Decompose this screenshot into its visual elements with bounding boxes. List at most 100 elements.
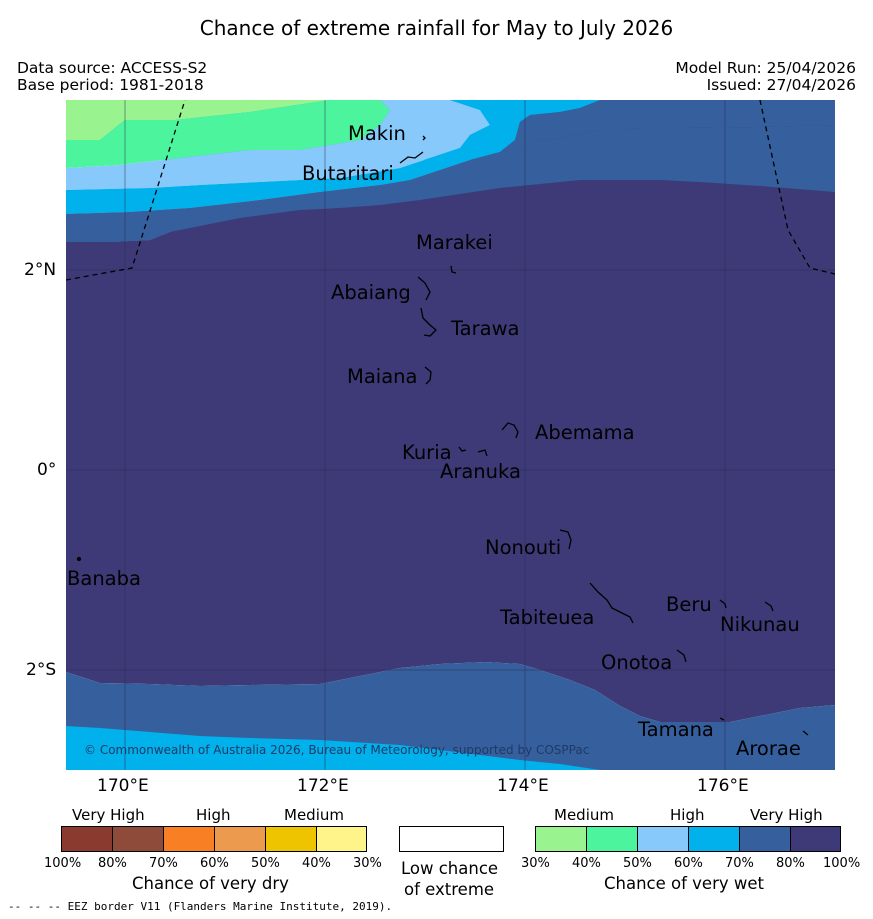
island-shape-makin [422,135,426,141]
lat-tick-label: 2°S [26,660,57,680]
island-shape-tabiteuea [589,582,634,624]
island-shape-marakei [450,265,457,274]
island-shape-nonouti [559,529,572,550]
legend-wet-tick: 30% [521,856,550,871]
island-shape-aranuka [477,449,488,457]
island-label: Banaba [67,567,141,590]
legend-neutral-line1: Low chance [401,859,499,878]
band-70-80-upper-right [110,125,835,242]
island-label: Marakei [416,231,493,254]
legend-wet-swatch [637,826,688,852]
gridlines [66,100,835,770]
lon-tick-label: 172°E [297,776,349,796]
legend-dry-group-label: Medium [284,806,344,824]
legend-wet-group-label: High [670,806,705,824]
eez-footnote: -- -- -- EEZ border V11 (Flanders Marine… [8,900,393,913]
island-label: Kuria [402,441,452,464]
island-shape-arorae [802,730,809,736]
island-labels: Makin Butaritari Marakei Abaiang Tarawa … [67,122,801,760]
legend-dry-swatch [112,826,163,852]
island-label: Aranuka [440,460,521,483]
legend-dry-tick: 30% [353,856,382,871]
legend-dry-tick: 40% [302,856,331,871]
band-very-high-80-100 [66,125,835,722]
island-shape-maiana [424,366,432,385]
meta-left: Data source: ACCESS-S2 Base period: 1981… [17,60,207,94]
band-medium-30-40 [66,100,400,140]
base-period: Base period: 1981-2018 [17,76,204,94]
island-shape-tarawa [420,307,437,337]
island-label: Onotoa [601,651,672,674]
legend-neutral-swatch [399,826,504,852]
legend-dry-group-label: High [196,806,231,824]
island-label: Nikunau [720,613,800,636]
legend-wet-group-label: Medium [554,806,614,824]
issued-date: Issued: 27/04/2026 [706,76,856,94]
island-label: Abemama [535,421,635,444]
island-label: Butaritari [302,162,394,185]
legend-neutral-line2: of extreme [404,880,495,899]
band-medium-40-50 [66,100,390,168]
island-shape-abemama [501,422,519,439]
legend-wet-swatch [535,826,586,852]
legend-dry-tick: 60% [200,856,229,871]
legend-wet-swatch [688,826,739,852]
band-70-80-upper [66,100,700,242]
legend-wet-tick: 70% [725,856,754,871]
legend-dry-title: Chance of very dry [132,874,289,893]
band-high-50-60 [66,100,490,190]
island-shape-nikunau [764,601,774,612]
island-label: Arorae [736,737,801,760]
band-high-60-70 [66,100,600,214]
island-outlines [76,135,809,736]
legend-wet-group-label: Very High [750,806,823,824]
legend-dry-swatch [61,826,112,852]
legend-wet-tick: 40% [572,856,601,871]
meta-right: Model Run: 25/04/2026 Issued: 27/04/2026 [675,60,856,94]
island-shape-beru [719,599,727,609]
island-label: Abaiang [331,281,411,304]
legend-dry-group-label: Very High [72,806,145,824]
legend-dry-swatch [316,826,367,852]
island-shape-banaba [76,556,82,562]
island-label: Makin [348,122,406,145]
legend-wet-tick: 80% [776,856,805,871]
lon-tick-label: 170°E [97,776,149,796]
legend-dry-swatch [163,826,214,852]
legend-dry-tick: 80% [98,856,127,871]
legend-dry-tick: 50% [251,856,280,871]
lat-tick-label: 2°N [24,260,57,280]
model-run: Model Run: 25/04/2026 [675,59,856,77]
map-title: Chance of extreme rainfall for May to Ju… [199,16,674,40]
island-shape-abaiang [417,276,431,301]
legend-wet-tick: 50% [623,856,652,871]
island-shape-onotoa [676,649,687,663]
island-shape-butaritari [399,151,424,164]
legend-dry-swatch [214,826,265,852]
legend-wet-tick: 100% [823,856,861,871]
lon-tick-label: 174°E [497,776,549,796]
legend-wet-title: Chance of very wet [604,874,764,893]
legend-wet-swatch [790,826,841,852]
island-shape-kuria [458,446,467,452]
legend-wet-tick: 60% [674,856,703,871]
island-label: Tarawa [450,317,520,340]
data-source: Data source: ACCESS-S2 [17,59,208,77]
legend-dry-swatch [265,826,316,852]
lat-tick-label: 0° [37,460,57,480]
legend-dry-tick: 100% [44,856,82,871]
island-label: Tabiteuea [499,606,594,629]
eez-border [66,100,835,281]
island-label: Maiana [347,365,417,388]
band-high-60-70-south [66,726,600,770]
island-shape-tamana [719,717,725,721]
island-label: Tamana [637,718,714,741]
legend-dry-tick: 70% [149,856,178,871]
legend-wet-swatch [586,826,637,852]
map-plot-area: Makin Butaritari Marakei Abaiang Tarawa … [66,100,835,770]
copyright-notice: © Commonwealth of Australia 2026, Bureau… [84,743,589,757]
legend-wet-swatch [739,826,790,852]
lon-tick-label: 176°E [697,776,749,796]
island-label: Nonouti [485,536,561,559]
